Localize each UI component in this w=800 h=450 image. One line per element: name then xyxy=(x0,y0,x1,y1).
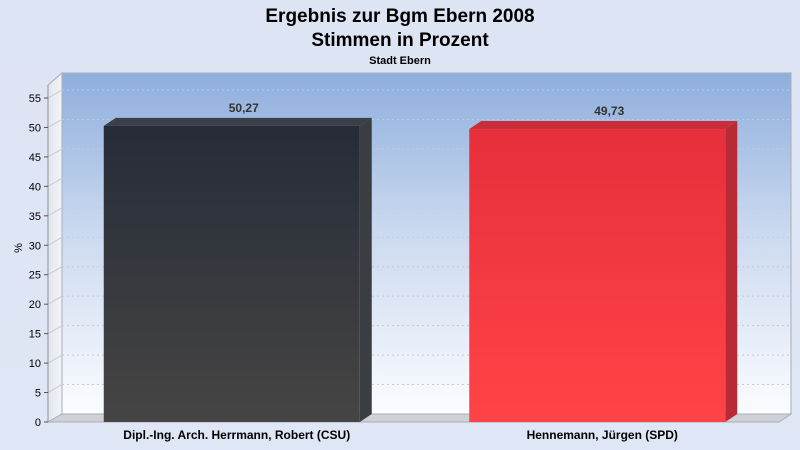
y-tick-label: 10 xyxy=(29,358,41,370)
y-tick-label: 50 xyxy=(29,122,41,134)
grid-line xyxy=(47,354,63,364)
y-axis-title: % xyxy=(13,243,25,253)
bar-side xyxy=(359,117,372,422)
chart-subtitle: Stimmen in Prozent xyxy=(311,30,489,51)
grid-line xyxy=(47,325,63,335)
plot-side-wall xyxy=(47,71,63,423)
grid-line xyxy=(47,384,63,393)
grid-line xyxy=(47,207,63,217)
bar-1 xyxy=(103,117,372,422)
bars xyxy=(103,117,738,422)
chart-subsubtitle: Stadt Ebern xyxy=(369,55,431,67)
y-tick-label: 0 xyxy=(35,417,41,429)
y-tick-label: 35 xyxy=(29,211,41,223)
category-label: Dipl.-Ing. Arch. Herrmann, Robert (CSU) xyxy=(123,428,350,442)
y-axis: 0 5 10 15 20 25 30 35 40 45 50 55 xyxy=(29,93,48,429)
chart-title: Ergebnis zur Bgm Ebern 2008 xyxy=(265,6,534,27)
grid-line xyxy=(47,148,63,158)
y-tick-label: 5 xyxy=(35,388,41,400)
category-labels: Dipl.-Ing. Arch. Herrmann, Robert (CSU) H… xyxy=(123,428,678,442)
value-label: 50,27 xyxy=(229,101,259,115)
category-label: Hennemann, Jürgen (SPD) xyxy=(527,428,678,442)
value-labels: 50,27 49,73 xyxy=(229,101,625,118)
grid-line xyxy=(47,295,63,305)
y-tick-label: 20 xyxy=(29,299,41,311)
bar-side xyxy=(725,121,738,422)
y-tick-label: 40 xyxy=(29,181,41,193)
bar-top xyxy=(469,121,738,130)
bar-top xyxy=(103,117,372,126)
value-label: 49,73 xyxy=(594,104,624,118)
grid-line xyxy=(47,177,63,187)
y-tick-label: 25 xyxy=(29,270,41,282)
y-tick-label: 15 xyxy=(29,329,41,341)
y-tick-label: 30 xyxy=(29,240,41,252)
bar-front xyxy=(103,125,360,422)
grid-line xyxy=(47,266,63,276)
grid-line xyxy=(47,119,63,128)
grid-line xyxy=(47,89,63,99)
bar-2 xyxy=(469,121,738,422)
bar-front xyxy=(469,129,726,422)
grid-line xyxy=(47,236,63,246)
y-tick-label: 45 xyxy=(29,152,41,164)
y-tick-label: 55 xyxy=(29,93,41,105)
